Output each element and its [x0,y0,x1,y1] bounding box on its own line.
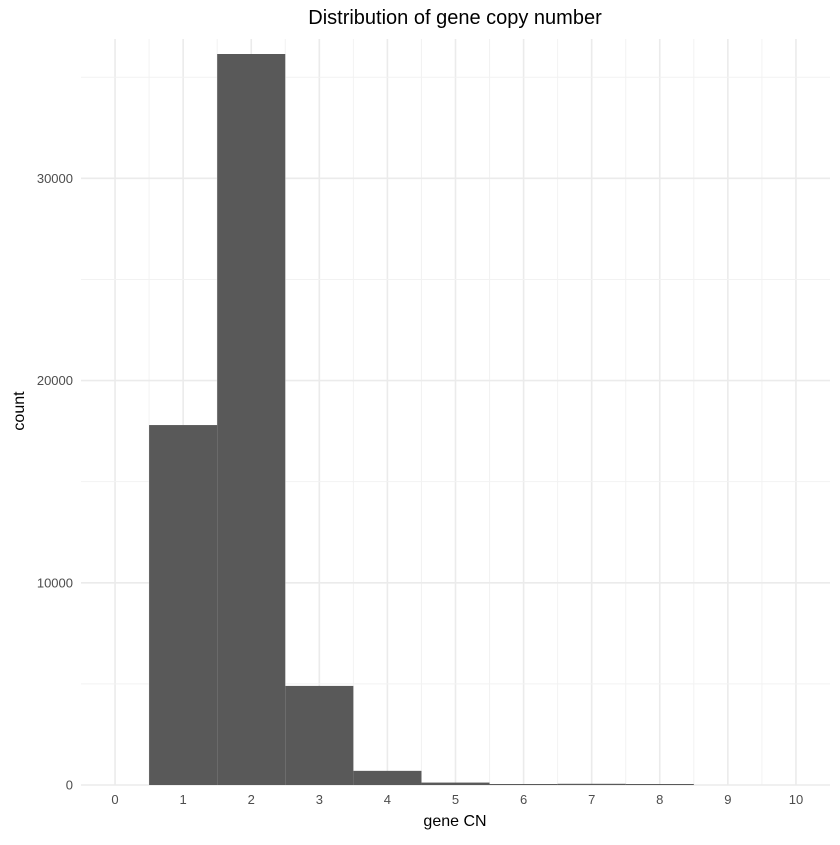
x-axis-title: gene CN [423,813,486,830]
y-tick-label: 30000 [37,171,73,186]
x-tick-label: 5 [452,792,459,807]
histogram-bar [489,784,558,785]
axes: 0 1 2 3 4 5 6 7 8 9 10 0 10000 20000 30000 [37,171,803,807]
histogram-bar [149,425,218,785]
y-axis-title: count [11,391,28,431]
y-tick-label: 10000 [37,575,73,590]
x-tick-label: 2 [248,792,255,807]
x-tick-label: 0 [111,792,118,807]
histogram-bar [421,782,490,785]
x-tick-label: 4 [384,792,391,807]
histogram-bar [217,54,286,785]
x-tick-label: 1 [180,792,187,807]
x-tick-label: 7 [588,792,595,807]
histogram-bar [625,784,694,785]
histogram-bar [557,783,626,785]
x-tick-label: 3 [316,792,323,807]
x-tick-label: 6 [520,792,527,807]
histogram-bar [353,770,422,785]
y-tick-label: 0 [66,778,73,793]
bars [149,54,694,785]
x-tick-label: 10 [789,792,803,807]
x-tick-label: 9 [724,792,731,807]
x-tick-label: 8 [656,792,663,807]
y-tick-label: 20000 [37,373,73,388]
chart-title: Distribution of gene copy number [308,7,602,29]
histogram-bar [285,685,354,785]
